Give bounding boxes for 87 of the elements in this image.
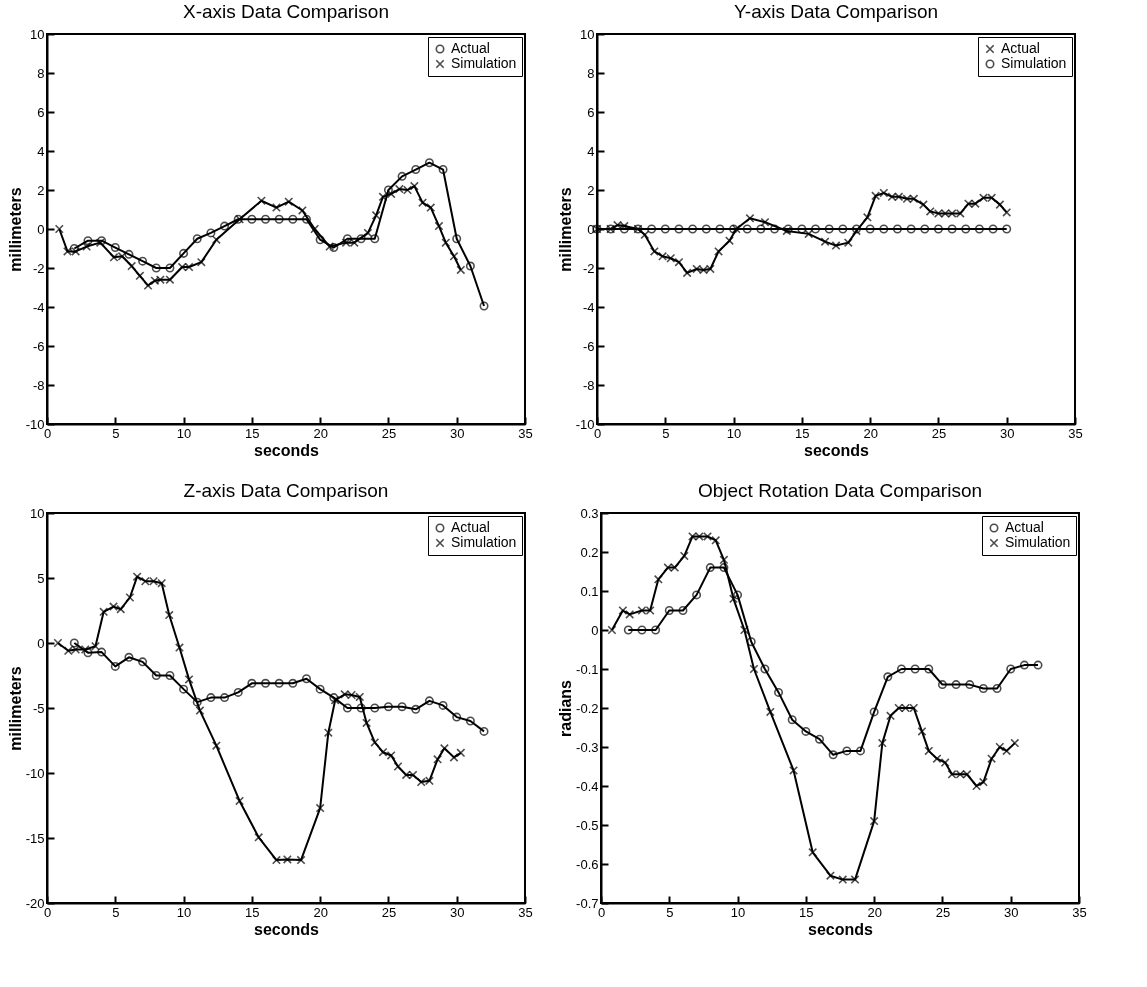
y-tick-label: -10	[25, 416, 45, 432]
x-tick-label: 10	[726, 425, 742, 441]
x-tick-label: 30	[449, 425, 465, 441]
y-tick-label: -10	[25, 765, 45, 781]
y-tick-label: -0.1	[576, 661, 599, 677]
y-axis-title: millimeters	[556, 187, 574, 272]
y-tick-label: 10	[30, 26, 45, 42]
x-tick-label: 25	[931, 425, 947, 441]
x-tick-label: 10	[176, 425, 192, 441]
y-tick-label: -5	[32, 700, 45, 716]
x-tick-label: 25	[381, 425, 397, 441]
x-tick-label: 20	[863, 425, 878, 441]
y-tick-label: -6	[32, 338, 45, 354]
y-tick-label: -8	[582, 377, 595, 393]
y-tick-label: 4	[37, 143, 45, 159]
y-tick-label: -15	[25, 830, 45, 846]
x-axis-title: seconds	[254, 920, 320, 938]
y-tick-label: -0.4	[576, 778, 599, 794]
y-tick-label: -0.3	[576, 739, 599, 755]
x-tick-label: 15	[795, 425, 810, 441]
legend-label: Simulation	[1005, 534, 1071, 550]
y-tick-label: 6	[587, 104, 595, 120]
y-tick-label: 10	[30, 505, 45, 521]
x-tick-label: 10	[176, 904, 192, 920]
x-tick-label: 30	[449, 904, 465, 920]
y-tick-label: 6	[37, 104, 45, 120]
y-tick-label: 0	[37, 635, 45, 651]
x-tick-label: 10	[730, 904, 746, 920]
y-tick-label: 0	[591, 622, 599, 638]
x-axis-title: seconds	[254, 441, 320, 459]
y-tick-label: 0.2	[580, 544, 599, 560]
y-tick-label: -0.5	[576, 817, 599, 833]
chart-title: X-axis Data Comparison	[183, 1, 389, 22]
y-axis-title: millimeters	[6, 187, 24, 272]
y-tick-label: 2	[587, 182, 595, 198]
y-tick-label: -4	[582, 299, 595, 315]
y-tick-label: -10	[575, 416, 595, 432]
x-tick-label: 5	[112, 904, 120, 920]
x-tick-label: 20	[867, 904, 882, 920]
y-tick-label: -6	[582, 338, 595, 354]
y-tick-label: 0.1	[580, 583, 599, 599]
x-tick-label: 15	[245, 904, 260, 920]
legend-label: Actual	[1005, 519, 1044, 535]
y-tick-label: 2	[37, 182, 45, 198]
y-tick-label: 0.3	[580, 505, 599, 521]
y-axis-title: radians	[557, 679, 575, 737]
x-tick-label: 35	[1068, 425, 1083, 441]
legend-label: Actual	[451, 519, 490, 535]
x-tick-label: 35	[518, 904, 533, 920]
y-tick-label: -20	[25, 895, 45, 911]
y-tick-label: 0	[37, 221, 45, 237]
x-tick-label: 15	[799, 904, 814, 920]
x-tick-label: 20	[313, 425, 328, 441]
x-axis-title: seconds	[804, 441, 870, 459]
x-tick-label: 25	[381, 904, 397, 920]
x-tick-label: 35	[518, 425, 533, 441]
x-tick-label: 25	[935, 904, 951, 920]
legend-label: Actual	[451, 40, 490, 56]
y-tick-label: 5	[37, 570, 45, 586]
x-tick-label: 5	[112, 425, 120, 441]
x-tick-label: 15	[245, 425, 260, 441]
y-tick-label: -2	[582, 260, 595, 276]
y-tick-label: -0.2	[576, 700, 599, 716]
x-tick-label: 5	[666, 904, 674, 920]
y-tick-label: 8	[587, 65, 595, 81]
y-tick-label: 8	[37, 65, 45, 81]
x-tick-label: 30	[1003, 904, 1019, 920]
chart-title: Z-axis Data Comparison	[183, 480, 389, 501]
x-tick-label: 20	[313, 904, 328, 920]
legend-label: Actual	[1001, 40, 1040, 56]
chart-title: Y-axis Data Comparison	[733, 1, 939, 22]
y-tick-label: -0.7	[576, 895, 599, 911]
legend-label: Simulation	[451, 55, 517, 71]
y-tick-label: 4	[587, 143, 595, 159]
y-axis-title: millimeters	[6, 666, 24, 751]
x-tick-label: 30	[999, 425, 1015, 441]
x-tick-label: 35	[1072, 904, 1087, 920]
y-tick-label: -4	[32, 299, 45, 315]
y-tick-label: 10	[580, 26, 595, 42]
y-tick-label: -0.6	[576, 856, 599, 872]
x-axis-title: seconds	[808, 920, 874, 938]
legend-label: Simulation	[451, 534, 517, 550]
legend-label: Simulation	[1001, 55, 1067, 71]
chart-title: Object Rotation Data Comparison	[697, 480, 983, 501]
y-tick-label: -8	[32, 377, 45, 393]
x-tick-label: 5	[662, 425, 670, 441]
y-tick-label: -2	[32, 260, 45, 276]
